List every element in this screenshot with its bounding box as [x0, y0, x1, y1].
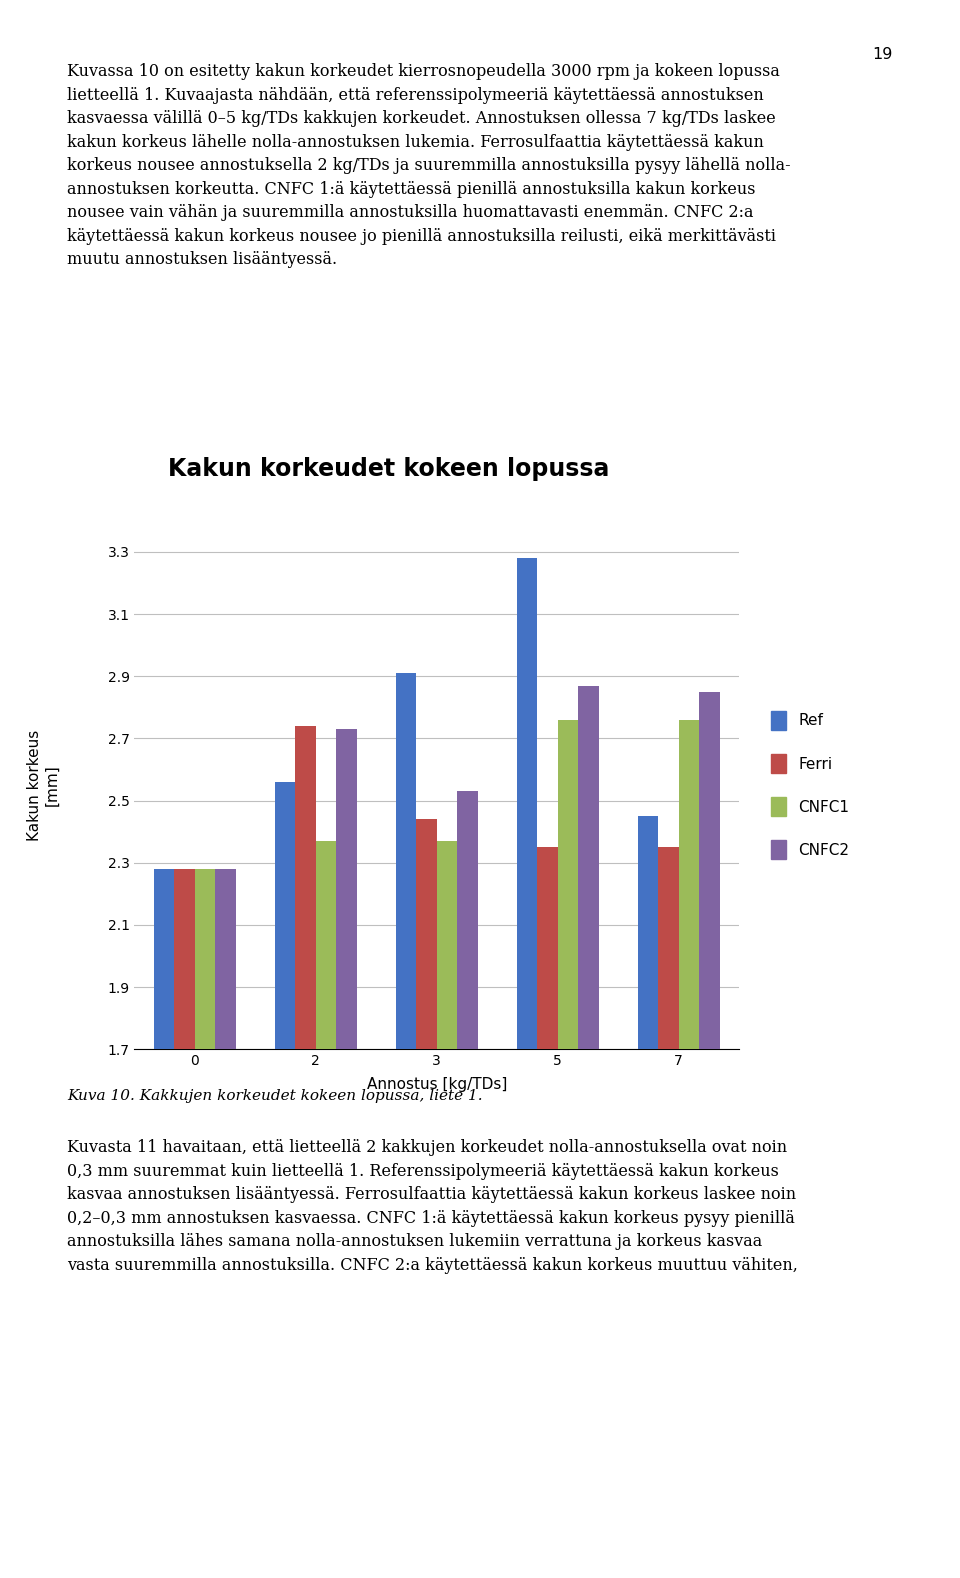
Bar: [437, 841, 457, 1578]
Bar: [154, 869, 175, 1578]
Bar: [699, 691, 720, 1578]
Bar: [336, 729, 357, 1578]
Bar: [679, 720, 699, 1578]
Bar: [275, 783, 296, 1578]
Bar: [578, 685, 599, 1578]
Bar: [175, 869, 195, 1578]
X-axis label: Annostus [kg/TDs]: Annostus [kg/TDs]: [367, 1076, 507, 1092]
Bar: [396, 674, 417, 1578]
Bar: [296, 726, 316, 1578]
Text: Kakun korkeus
[mm]: Kakun korkeus [mm]: [27, 729, 60, 841]
Bar: [558, 720, 578, 1578]
Bar: [457, 791, 478, 1578]
Text: Kuva 10. Kakkujen korkeudet kokeen lopussa, liete 1.: Kuva 10. Kakkujen korkeudet kokeen lopus…: [67, 1089, 483, 1103]
Bar: [538, 847, 558, 1578]
Bar: [195, 869, 215, 1578]
Text: Kakun korkeudet kokeen lopussa: Kakun korkeudet kokeen lopussa: [168, 458, 609, 481]
Bar: [659, 847, 679, 1578]
Bar: [637, 816, 659, 1578]
Text: Kuvasta 11 havaitaan, että lietteellä 2 kakkujen korkeudet nolla-annostuksella o: Kuvasta 11 havaitaan, että lietteellä 2 …: [67, 1139, 798, 1273]
Bar: [316, 841, 336, 1578]
Text: 19: 19: [873, 47, 893, 63]
Legend: Ref, Ferri, CNFC1, CNFC2: Ref, Ferri, CNFC1, CNFC2: [771, 712, 850, 858]
Bar: [417, 819, 437, 1578]
Bar: [516, 559, 538, 1578]
Bar: [215, 869, 236, 1578]
Text: Kuvassa 10 on esitetty kakun korkeudet kierrosnopeudella 3000 rpm ja kokeen lopu: Kuvassa 10 on esitetty kakun korkeudet k…: [67, 63, 791, 268]
